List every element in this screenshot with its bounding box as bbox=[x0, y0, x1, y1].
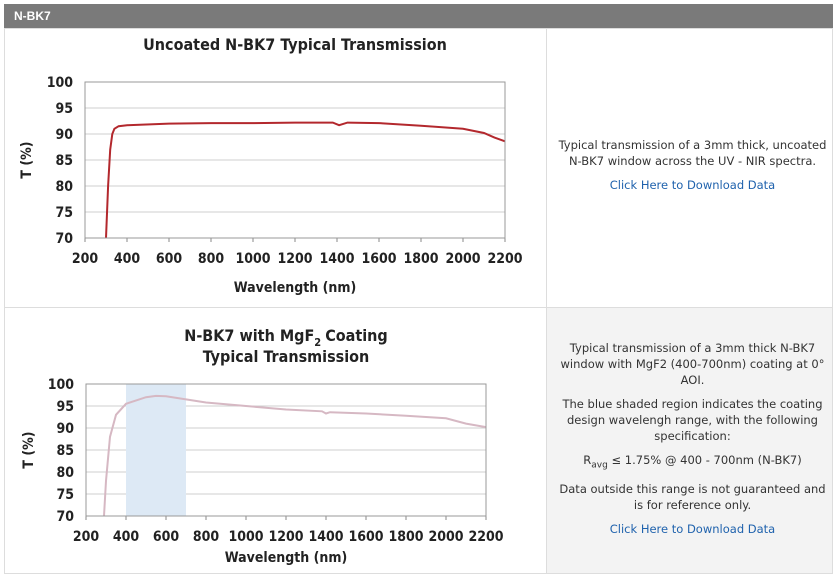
x-tick-label: 2000 bbox=[445, 251, 480, 267]
download-link[interactable]: Click Here to Download Data bbox=[609, 178, 776, 192]
chart: N-BK7 with MgF2 Coating Typical Transmissi… bbox=[21, 326, 504, 566]
y-tick-label: 80 bbox=[56, 465, 74, 481]
paragraph: Typical transmission of a 3mm thick N-BK… bbox=[560, 341, 825, 387]
header: N-BK7 bbox=[4, 4, 833, 28]
x-tick-label: 800 bbox=[198, 251, 225, 267]
y-tick-label: 85 bbox=[55, 153, 73, 169]
x-tick-label: 1200 bbox=[277, 251, 312, 267]
chart: Uncoated N-BK7 Typical Transmission 70 75 8… bbox=[19, 35, 523, 296]
x-tick-label: 2000 bbox=[428, 529, 463, 545]
transmission-line bbox=[103, 394, 487, 517]
title-text: N-BK7 with MgF bbox=[184, 326, 314, 345]
x-tick-label: 2200 bbox=[468, 529, 503, 545]
y-tick-label: 100 bbox=[48, 377, 75, 393]
x-tick-label: 1000 bbox=[235, 251, 270, 267]
x-tick-label: 400 bbox=[114, 251, 141, 267]
specification: Ravg ≤ 1.75% @ 400 - 700nm (N-BK7) bbox=[555, 452, 830, 473]
title-subscript: 2 bbox=[314, 336, 321, 349]
x-tick-label: 200 bbox=[72, 251, 99, 267]
x-tick-label: 2200 bbox=[487, 251, 522, 267]
x-tick-label: 1200 bbox=[268, 529, 303, 545]
note: Data outside this range is not guarantee… bbox=[559, 482, 826, 513]
y-tick-label: 100 bbox=[47, 75, 74, 91]
y-tick-label: 90 bbox=[56, 421, 74, 437]
y-tick-label: 95 bbox=[55, 101, 73, 117]
x-tick-label: 1600 bbox=[361, 251, 396, 267]
chart-subtitle: Typical Transmission bbox=[203, 347, 370, 366]
x-tick-label: 200 bbox=[73, 529, 100, 545]
y-tick-label: 95 bbox=[56, 399, 74, 415]
y-tick-label: 75 bbox=[56, 487, 74, 503]
y-axis-label: T (%) bbox=[19, 141, 35, 178]
y-tick-label: 75 bbox=[55, 205, 73, 221]
x-tick-label: 600 bbox=[153, 529, 180, 545]
y-axis-label: T (%) bbox=[21, 431, 37, 468]
x-tick-label: 1400 bbox=[319, 251, 354, 267]
y-tick-label: 90 bbox=[55, 127, 73, 143]
download-link[interactable]: Click Here to Download Data bbox=[609, 522, 776, 537]
coating-range bbox=[126, 384, 186, 516]
plot-border bbox=[85, 383, 487, 517]
text-cell bbox=[546, 307, 833, 574]
chart-title: N-BK7 with MgF2 Coating bbox=[184, 326, 387, 349]
paragraph: Typical transmission of a 3mm thick, unc… bbox=[558, 138, 827, 168]
spec-subscript: avg bbox=[591, 460, 608, 471]
spec-text: ≤ 1.75% @ 400 - 700nm (N-BK7) bbox=[611, 453, 802, 467]
paragraph: The blue shaded region indicates the coa… bbox=[562, 397, 823, 443]
x-tick-label: 1800 bbox=[403, 251, 438, 267]
x-tick-label: 1000 bbox=[228, 529, 263, 545]
x-tick-label: 1600 bbox=[348, 529, 383, 545]
x-tick-label: 1400 bbox=[308, 529, 343, 545]
x-tick-label: 600 bbox=[156, 251, 183, 267]
y-tick-label: 85 bbox=[56, 443, 74, 459]
chart-title: Uncoated N-BK7 Typical Transmission bbox=[143, 35, 447, 54]
description: Typical transmission of a 3mm thick N-BK… bbox=[555, 340, 830, 537]
spec-symbol: R bbox=[583, 453, 592, 467]
transmission-line bbox=[105, 121, 506, 239]
x-tick-label: 1800 bbox=[388, 529, 423, 545]
y-tick-label: 70 bbox=[56, 509, 74, 525]
y-tick-label: 70 bbox=[55, 231, 73, 247]
description: Typical transmission of a 3mm thick, unc… bbox=[555, 137, 830, 193]
y-tick-label: 80 bbox=[55, 179, 73, 195]
x-axis-label: Wavelength (nm) bbox=[234, 280, 356, 296]
x-axis-label: Wavelength (nm) bbox=[225, 550, 347, 566]
x-tick-label: 400 bbox=[113, 529, 140, 545]
x-tick-label: 800 bbox=[193, 529, 220, 545]
title-text: Coating bbox=[325, 326, 388, 345]
plot-border bbox=[84, 81, 506, 239]
